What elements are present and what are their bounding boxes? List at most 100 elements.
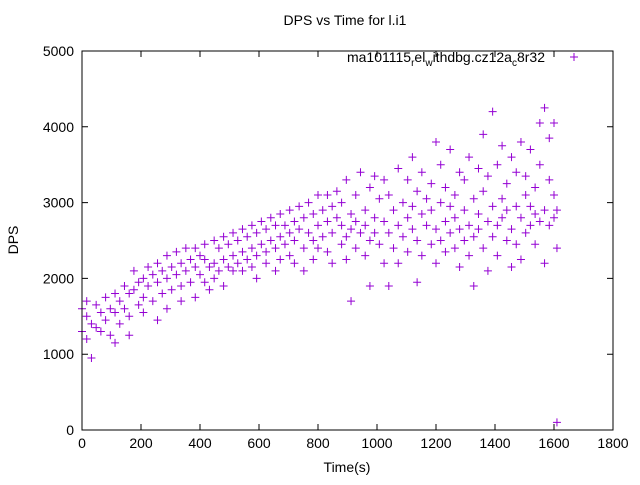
data-point [101,316,110,325]
data-point [162,251,171,260]
data-point [460,175,469,184]
data-point [295,202,304,211]
data-point [512,168,521,177]
data-point [106,304,115,313]
data-point [247,221,256,230]
data-point [290,217,299,226]
legend: ma101115relwithdbg.cz12ac8r32 [347,49,578,69]
data-point [446,202,455,211]
data-point [507,225,516,234]
data-point [398,198,407,207]
data-point [403,175,412,184]
data-point [483,217,492,226]
data-point [276,209,285,218]
data-point [92,323,101,332]
data-point [318,232,327,241]
data-point [427,179,436,188]
data-point [233,259,242,268]
data-point [111,338,120,347]
data-point [210,236,219,245]
data-point [233,236,242,245]
data-point [531,183,540,192]
data-point [210,259,219,268]
data-point [417,209,426,218]
data-point [148,270,157,279]
data-point [370,228,379,237]
data-point [252,251,261,260]
y-axis-label: DPS [5,226,21,255]
data-point [479,130,488,139]
data-point [394,259,403,268]
data-point [106,331,115,340]
data-point [351,217,360,226]
data-point [550,119,558,128]
data-point [318,206,327,215]
data-point [375,240,384,249]
data-point [243,232,252,241]
y-tick-label: 1000 [43,346,74,362]
data-point [280,221,289,230]
data-point [101,293,110,302]
data-point [384,228,393,237]
data-point [314,191,322,200]
data-point [455,168,464,177]
data-point [337,198,346,207]
data-point [276,232,285,241]
data-point [389,206,398,215]
data-point [521,191,530,200]
data-point [177,281,186,290]
data-point [158,266,167,275]
data-point [469,194,478,203]
data-point [229,251,238,260]
data-point [285,251,294,260]
data-point [516,213,525,222]
chart-title: DPS vs Time for l.i1 [284,12,407,28]
data-point [111,308,120,317]
data-point [304,228,313,237]
data-point [219,232,228,241]
data-point [214,244,223,253]
data-point [205,285,214,294]
data-point [205,263,214,272]
data-point [285,228,294,237]
data-point [82,312,91,321]
data-point [167,285,176,294]
data-point [450,191,459,200]
data-point [181,244,190,253]
data-point [446,228,455,237]
data-point [450,244,459,253]
data-point [115,297,124,306]
data-point [502,236,511,245]
data-point [347,209,356,218]
x-axis-label: Time(s) [324,459,371,475]
data-point [129,285,138,294]
data-point [408,202,417,211]
data-point [526,145,535,154]
data-point [129,266,138,275]
data-point [167,263,176,272]
data-point [196,251,204,260]
data-point [502,206,511,215]
data-point [493,160,502,169]
data-point [139,308,148,317]
data-point [380,175,389,184]
data-point [526,202,535,211]
data-point [162,274,171,283]
data-point [304,198,313,207]
data-point [158,289,167,298]
data-point [370,172,379,181]
data-point [427,240,436,249]
data-point [516,255,525,264]
data-point [200,255,209,264]
data-point [422,221,431,230]
data-point [271,266,280,275]
data-point [276,255,285,264]
data-point [498,213,507,222]
data-point [361,251,370,260]
data-point [266,213,275,222]
data-point [403,247,412,256]
data-point [200,278,209,287]
x-tick-label: 1400 [479,435,510,451]
data-point [441,183,450,192]
data-point [120,281,129,290]
